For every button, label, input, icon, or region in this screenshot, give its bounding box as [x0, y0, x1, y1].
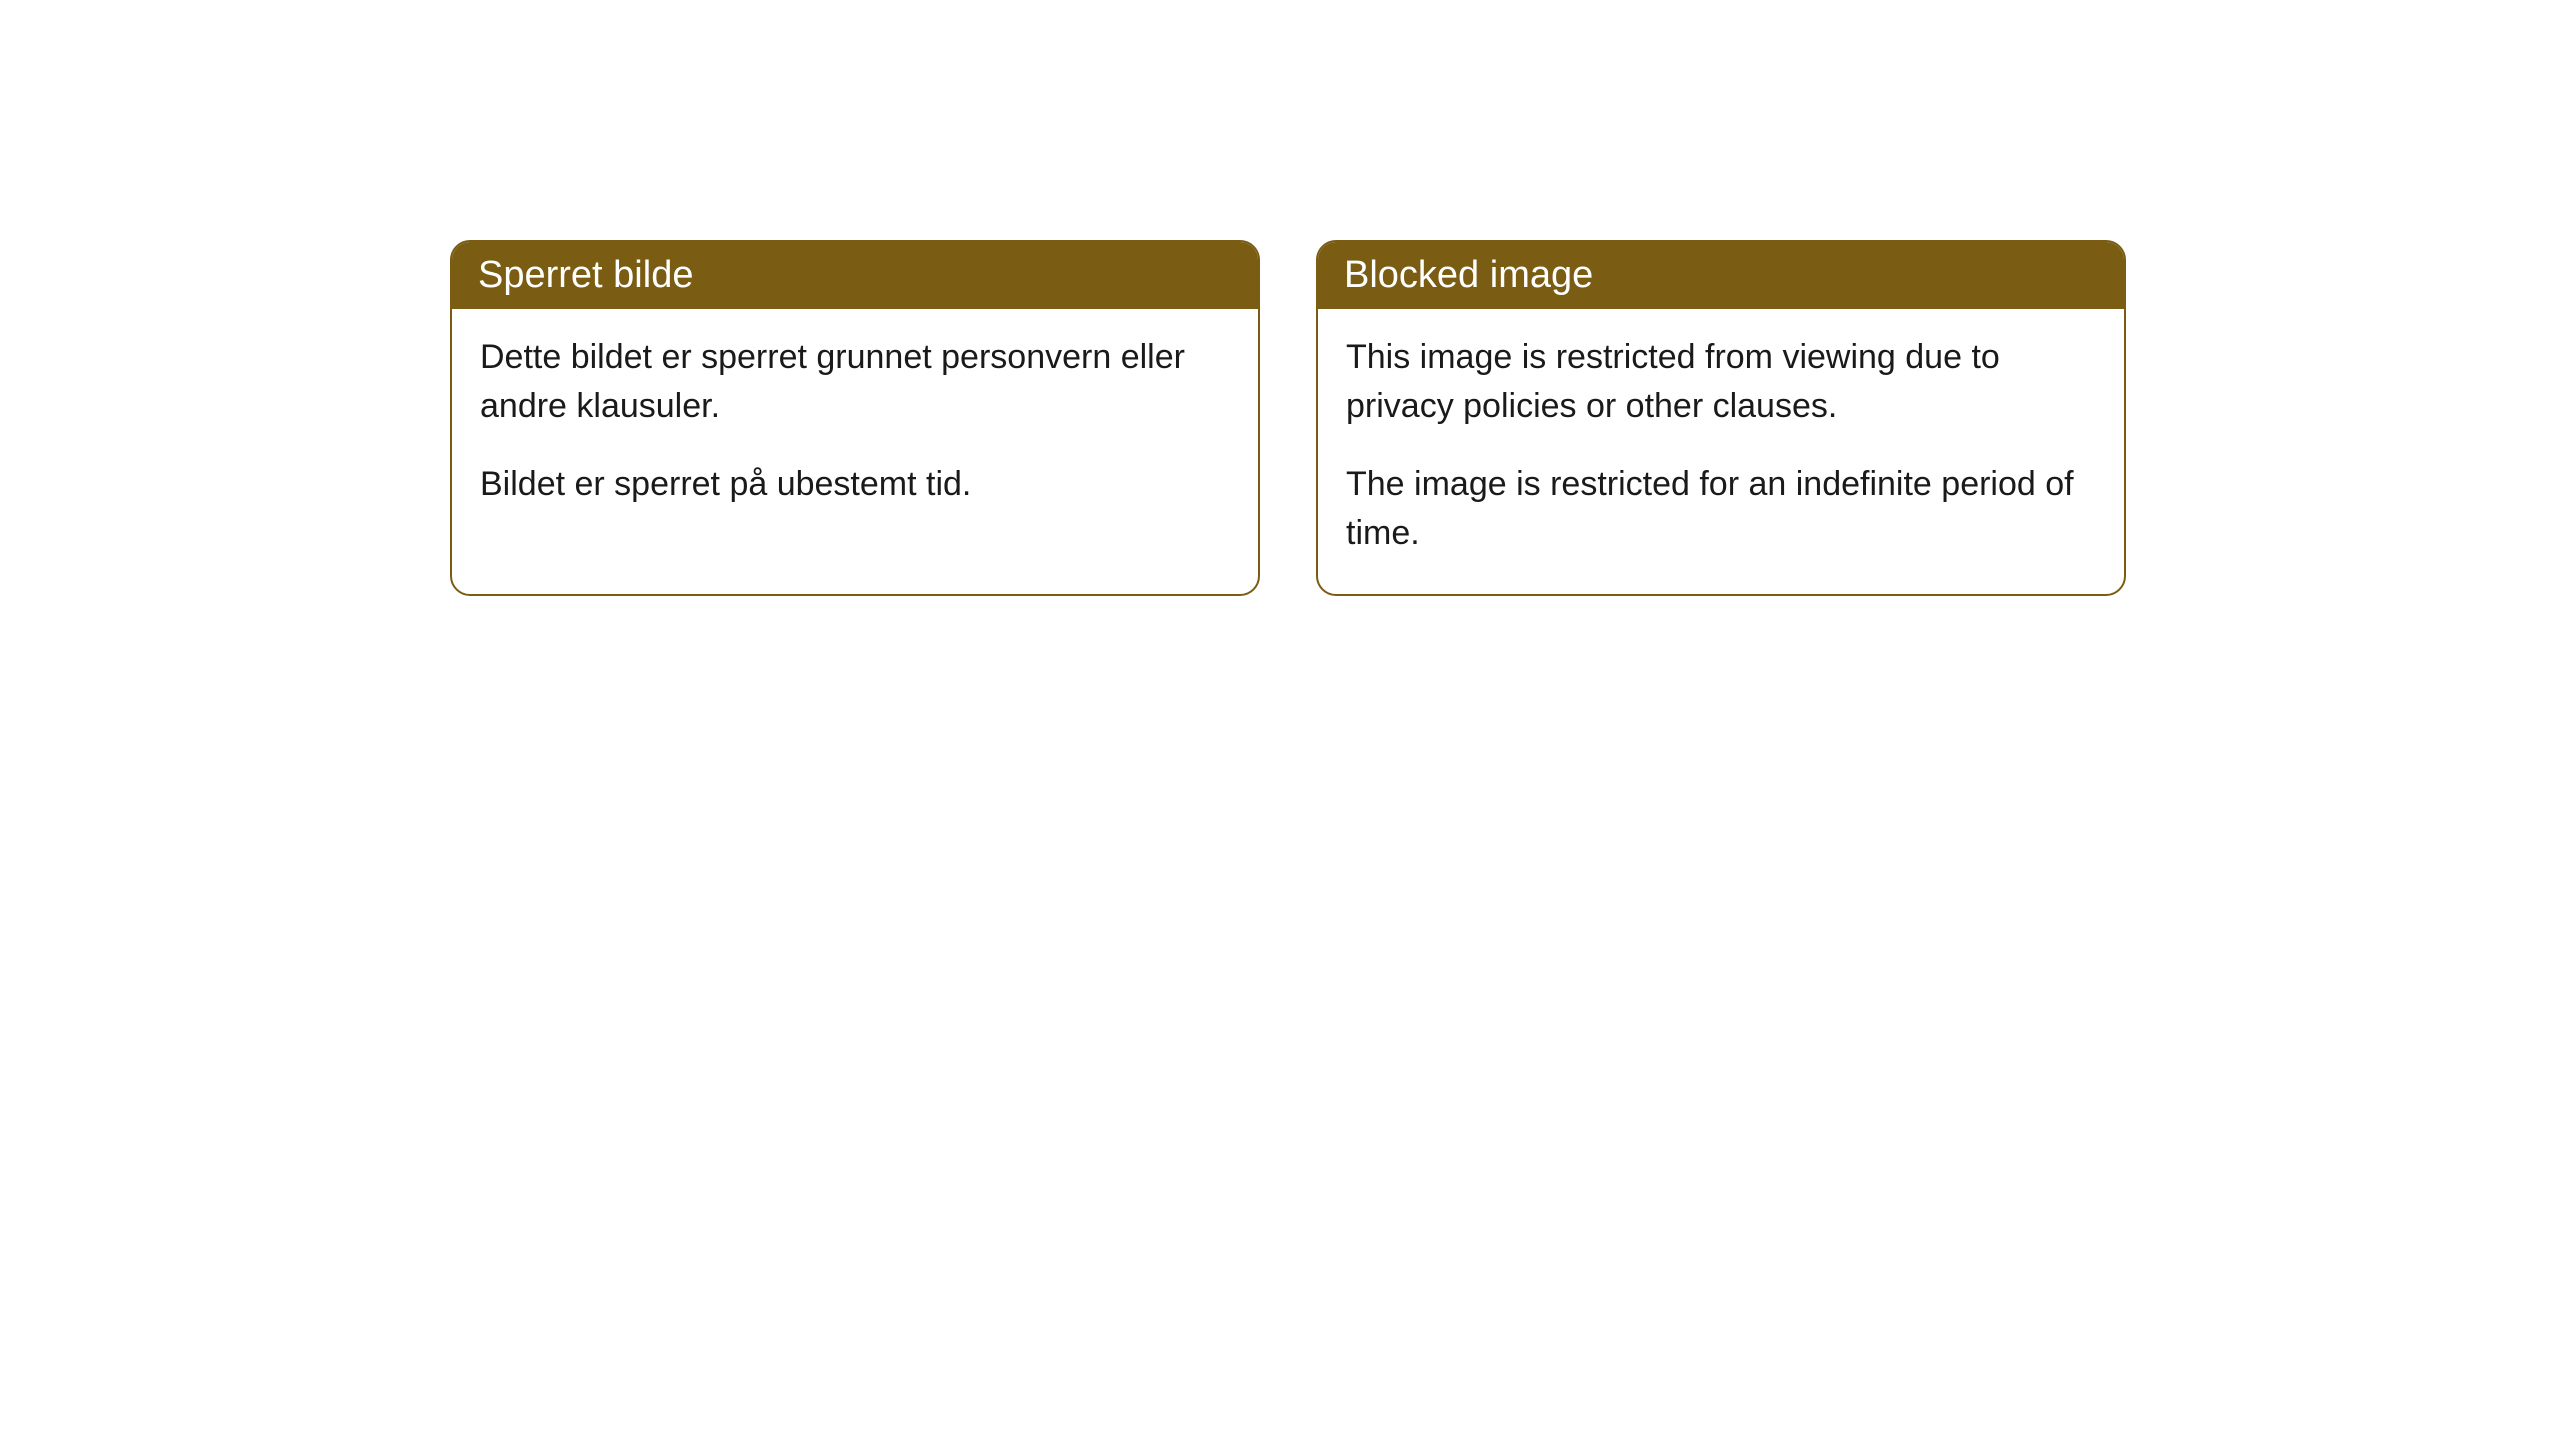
- card-header-norwegian: Sperret bilde: [452, 242, 1258, 309]
- notice-cards-container: Sperret bilde Dette bildet er sperret gr…: [450, 240, 2126, 596]
- card-header-english: Blocked image: [1318, 242, 2124, 309]
- card-paragraph: This image is restricted from viewing du…: [1346, 333, 2096, 432]
- card-paragraph: The image is restricted for an indefinit…: [1346, 460, 2096, 559]
- card-title: Blocked image: [1344, 254, 1593, 296]
- card-body-norwegian: Dette bildet er sperret grunnet personve…: [452, 309, 1258, 545]
- card-title: Sperret bilde: [478, 254, 693, 296]
- notice-card-norwegian: Sperret bilde Dette bildet er sperret gr…: [450, 240, 1260, 596]
- card-paragraph: Bildet er sperret på ubestemt tid.: [480, 460, 1230, 509]
- card-paragraph: Dette bildet er sperret grunnet personve…: [480, 333, 1230, 432]
- card-body-english: This image is restricted from viewing du…: [1318, 309, 2124, 594]
- notice-card-english: Blocked image This image is restricted f…: [1316, 240, 2126, 596]
